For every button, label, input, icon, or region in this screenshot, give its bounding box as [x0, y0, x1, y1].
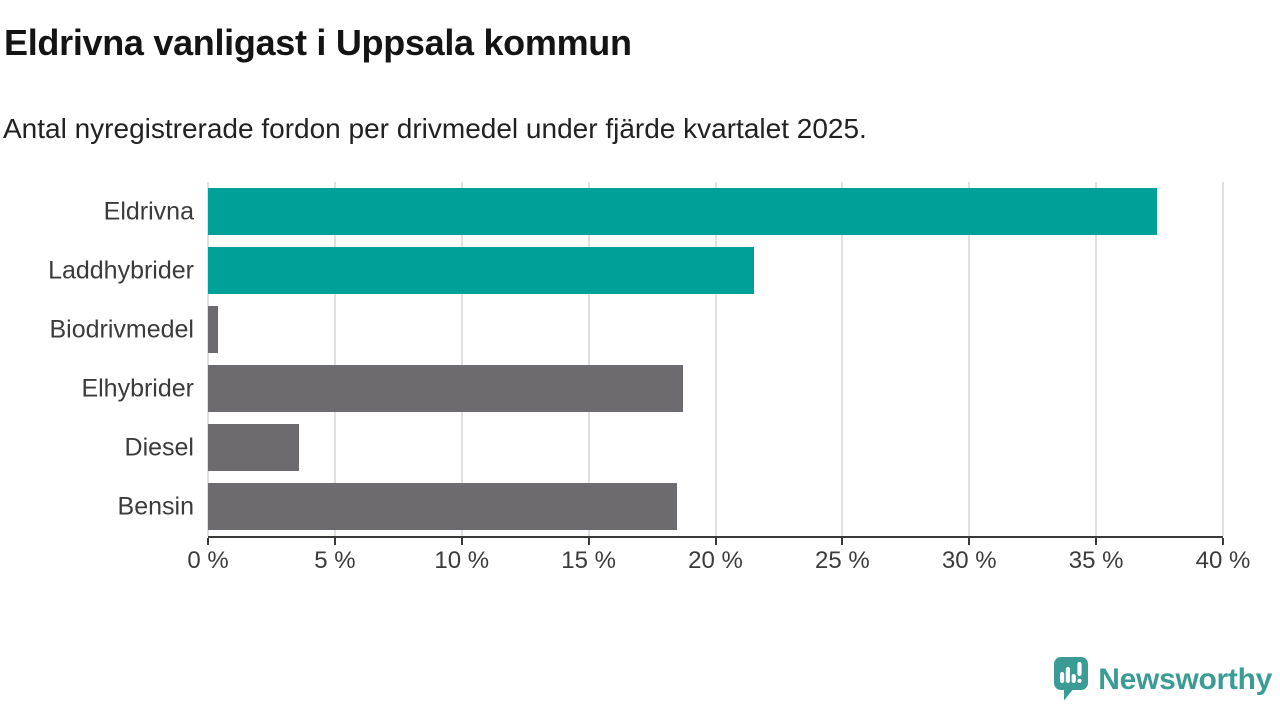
gridline-25 — [841, 182, 844, 536]
x-tick-25 — [841, 538, 844, 545]
category-label-eldrivna: Eldrivna — [103, 197, 194, 225]
gridline-5 — [333, 182, 336, 536]
category-label-biodrivmedel: Biodrivmedel — [49, 315, 194, 343]
bar-biodrivmedel — [208, 306, 219, 353]
x-tick-40 — [1222, 538, 1224, 545]
x-tick-5 — [333, 538, 336, 545]
category-label-bensin: Bensin — [117, 492, 194, 520]
gridline-0 — [207, 182, 209, 536]
newsworthy-logo[interactable]: Newsworthy — [1053, 656, 1272, 703]
x-tick-20 — [714, 538, 717, 545]
gridline-30 — [968, 182, 971, 536]
x-tick-label-35: 35 % — [1068, 547, 1124, 574]
x-tick-label-5: 5 % — [314, 547, 356, 574]
chart-subtitle: Antal nyregistrerade fordon per drivmede… — [3, 113, 867, 144]
category-label-diesel: Diesel — [124, 433, 194, 461]
x-tick-label-25: 25 % — [815, 547, 870, 574]
bar-eldrivna — [208, 188, 1158, 235]
x-tick-0 — [207, 538, 209, 545]
x-tick-label-40: 40 % — [1195, 547, 1251, 574]
gridline-10 — [460, 182, 463, 536]
bar-laddhybrider — [208, 247, 754, 294]
x-tick-label-0: 0 % — [187, 547, 229, 574]
bar-diesel — [208, 424, 300, 471]
category-label-laddhybrider: Laddhybrider — [48, 256, 194, 284]
gridline-40 — [1222, 182, 1224, 536]
x-tick-label-15: 15 % — [561, 547, 616, 574]
newsworthy-logo-icon — [1053, 656, 1089, 703]
x-tick-label-30: 30 % — [941, 547, 997, 574]
x-tick-10 — [460, 538, 463, 545]
gridline-15 — [587, 182, 590, 536]
plot-area: Eldrivna Laddhybrider Biodrivmedel Elhybrid… — [48, 182, 1250, 573]
x-tick-label-20: 20 % — [688, 547, 743, 574]
x-tick-35 — [1095, 538, 1098, 545]
bar-bensin — [208, 483, 678, 530]
newsworthy-logo-text: Newsworthy — [1098, 662, 1272, 696]
gridline-20 — [714, 182, 717, 536]
category-label-elhybrider: Elhybrider — [81, 374, 194, 402]
chart-title: Eldrivna vanligast i Uppsala kommun — [4, 22, 632, 63]
gridline-35 — [1095, 182, 1098, 536]
x-tick-15 — [587, 538, 590, 545]
x-tick-30 — [968, 538, 971, 545]
x-tick-label-10: 10 % — [434, 547, 490, 574]
bar-elhybrider — [208, 365, 683, 412]
